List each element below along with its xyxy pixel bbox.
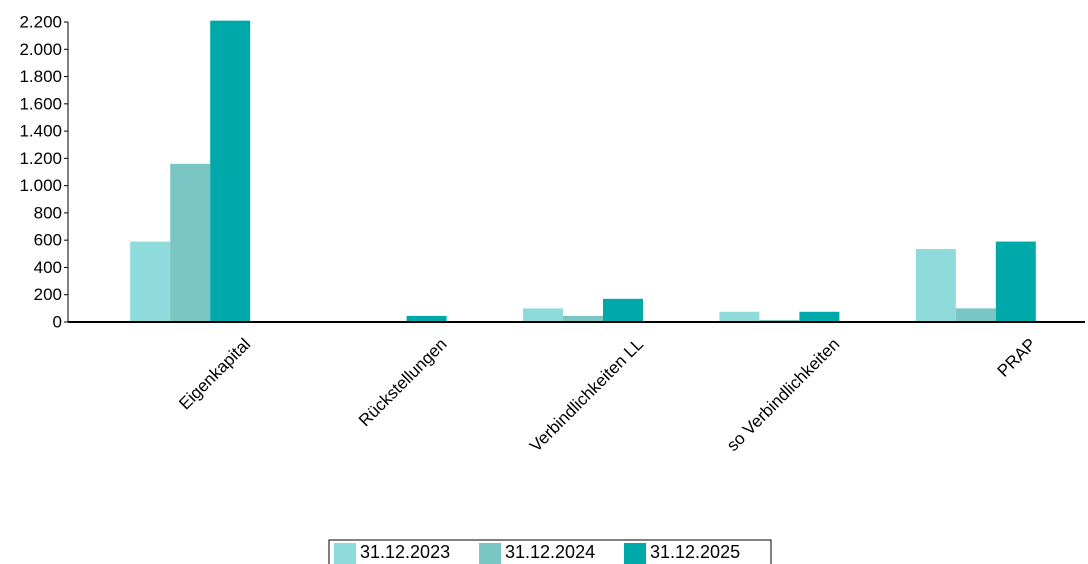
y-tick-label: 600 bbox=[34, 231, 62, 250]
bar bbox=[955, 308, 996, 322]
x-tick-label: PRAP bbox=[994, 335, 1040, 381]
y-tick-label: 2.200 bbox=[19, 12, 62, 31]
x-tick-label: Verbindlichkeiten LL bbox=[526, 335, 647, 456]
bar bbox=[170, 163, 211, 322]
y-tick-label: 1.600 bbox=[19, 94, 62, 113]
bar bbox=[130, 241, 171, 322]
y-tick-label: 1.200 bbox=[19, 149, 62, 168]
bar bbox=[915, 249, 956, 322]
legend-swatch bbox=[624, 543, 646, 564]
legend-swatch bbox=[334, 543, 356, 564]
bar bbox=[799, 311, 840, 322]
y-tick-label: 2.000 bbox=[19, 40, 62, 59]
x-tick-label: Eigenkapital bbox=[175, 335, 254, 414]
bar bbox=[406, 315, 447, 322]
bar bbox=[563, 315, 603, 322]
x-tick-label: so Verbindlichkeiten bbox=[723, 335, 843, 455]
y-tick-label: 200 bbox=[34, 285, 62, 304]
legend-swatch bbox=[479, 543, 501, 564]
legend-label: 31.12.2025 bbox=[650, 542, 740, 562]
y-tick-label: 1.400 bbox=[19, 122, 62, 141]
bar bbox=[523, 308, 563, 322]
bar bbox=[995, 241, 1036, 322]
y-tick-label: 1.800 bbox=[19, 67, 62, 86]
bar bbox=[759, 319, 800, 322]
y-tick-label: 400 bbox=[34, 258, 62, 277]
legend: 31.12.2023 31.12.2024 31.12.2025 bbox=[328, 539, 772, 564]
y-tick-label: 1.000 bbox=[19, 176, 62, 195]
legend-box bbox=[328, 539, 772, 564]
y-tick-label: 0 bbox=[53, 312, 62, 331]
legend-label: 31.12.2024 bbox=[505, 542, 595, 562]
legend-label: 31.12.2023 bbox=[360, 542, 450, 562]
y-tick-label: 800 bbox=[34, 203, 62, 222]
x-tick-label: Rückstellungen bbox=[355, 335, 451, 431]
bar bbox=[210, 20, 251, 323]
bar bbox=[719, 311, 760, 322]
bar bbox=[603, 298, 643, 322]
